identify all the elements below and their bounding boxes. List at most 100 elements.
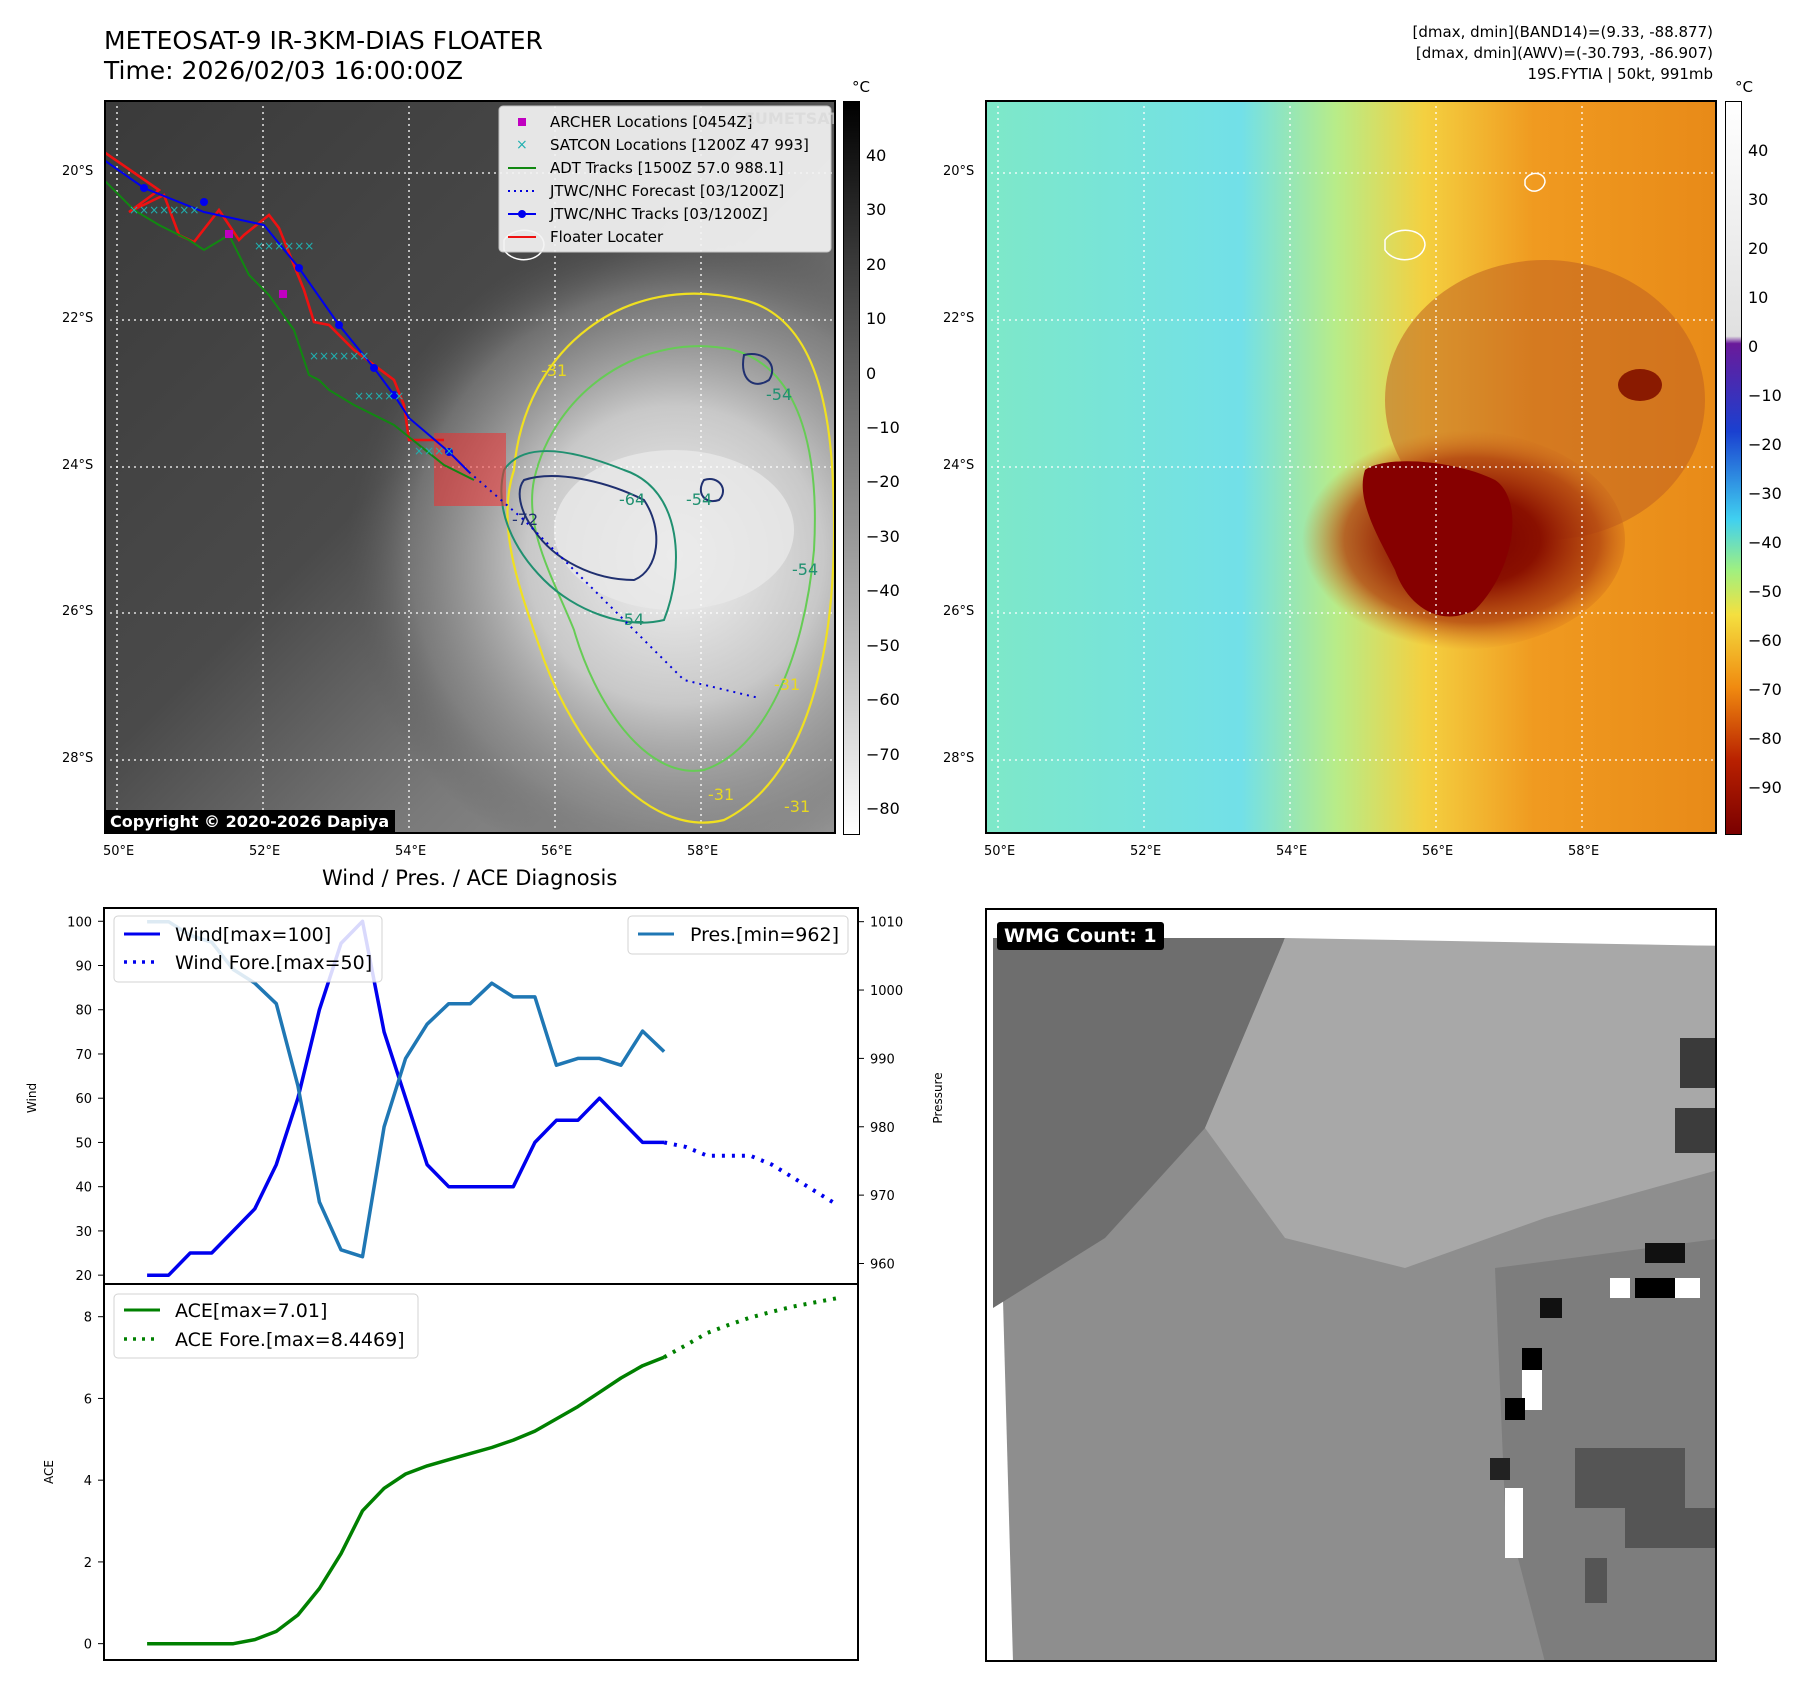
ir-cb-tick: −70 [866,745,900,764]
y-tick-label: 50 [75,1136,92,1151]
y-tick-label: 20 [75,1269,92,1284]
wv-cb-tick: −90 [1748,778,1782,797]
y-tick-label: 30 [75,1225,92,1240]
contour-label: -54 [766,385,792,404]
legend-ace: ACE[max=7.01] [175,1300,327,1322]
y-tick-label: 90 [75,960,92,975]
wv-colorbar [1725,101,1742,835]
info-block: [dmax, dmin](BAND14)=(9.33, -88.877) [dm… [1413,22,1713,85]
info-line-band14: [dmax, dmin](BAND14)=(9.33, -88.877) [1412,23,1713,41]
lon-label: 58°E [687,844,719,859]
info-line-awv: [dmax, dmin](AWV)=(-30.793, -86.907) [1415,44,1713,62]
y-tick-label: 4 [84,1474,92,1489]
wv-cb-tick: 0 [1748,337,1759,356]
contour-label: -31 [774,675,800,694]
ir-cb-tick: 20 [866,255,887,274]
y-tick-label: 60 [75,1092,92,1107]
ir-map-panel: -31 -54 -64 -72 -54 -54 -31 -31 -31 -54 … [104,100,836,834]
contour-64 [518,475,658,582]
wv-cb-tick: −60 [1748,631,1782,650]
lon-label: 52°E [1130,844,1162,859]
wmg-count-badge: WMG Count: 1 [997,922,1164,950]
ir-cb-tick: 0 [866,364,877,383]
wmg-bright-region [1205,938,1717,1268]
lat-label: 26°S [62,604,94,619]
wv-colorbar-unit: °C [1735,78,1753,96]
jtwc-track-points [140,184,453,456]
ir-cb-tick: −30 [866,527,900,546]
lon-label: 54°E [395,844,427,859]
pressure-axis: 960 970 980 990 1000 1010 [858,916,903,1272]
ace-legend: ACE[max=7.01] ACE Fore.[max=8.4469] [113,1293,419,1359]
title-line-2: Time: 2026/02/03 16:00:00Z [104,56,463,85]
lat-label: 28°S [62,751,94,766]
y-tick-label: 960 [870,1257,895,1272]
wind-legend: Wind[max=100] Wind Fore.[max=50] [113,915,383,983]
y-tick-label: 0 [84,1638,92,1653]
ir-graticule [104,100,836,834]
wv-cb-tick: −10 [1748,386,1782,405]
wv-cb-tick: −30 [1748,484,1782,503]
contour-40 [531,345,816,772]
wmg-pixel-blocks [1093,938,1717,1603]
legend-wind-fore: Wind Fore.[max=50] [175,952,372,974]
lat-label: 20°S [62,164,94,179]
wv-deep-convection [1362,461,1513,617]
satcon-points: ××××××××××××× ××××××××××××××× [129,203,454,458]
lat-label: 22°S [62,311,94,326]
ir-cb-tick: 40 [866,146,887,165]
info-line-storm: 19S.FYTIA | 50kt, 991mb [1527,65,1713,83]
wv-map-panel [985,100,1717,834]
wv-island-mauritius [1524,172,1546,192]
adt-track [104,179,475,481]
ir-cb-tick: −20 [866,472,900,491]
wv-cb-tick: 40 [1748,141,1769,160]
map-legend: ARCHER Locations [0454Z] × SATCON Locati… [498,105,832,253]
y-tick-label: 1010 [870,916,903,931]
legend-jtwc: JTWC/NHC Tracks [03/1200Z] [549,205,768,223]
wv-cold-cell [1618,369,1662,401]
y-tick-label: 980 [870,1121,895,1136]
wmg-panel [985,908,1717,1662]
y-tick-label: 80 [75,1004,92,1019]
lon-label: 50°E [103,844,135,859]
wv-cb-tick: 20 [1748,239,1769,258]
contour-labels: -31 -54 -64 -72 -54 -54 -31 -31 -31 -54 [512,361,818,816]
contour-label: -31 [708,785,734,804]
legend-floater: Floater Locater [550,228,664,246]
wv-graticule [985,100,1717,834]
lon-label: 54°E [1276,844,1308,859]
eumetsat-watermark: EUMETSAT 2026 [744,109,836,128]
series-line-2-1 [663,1296,837,1359]
legend-forecast: JTWC/NHC Forecast [03/1200Z] [549,182,784,200]
svg-text:××××××: ×××××× [254,239,314,253]
ir-cb-tick: 30 [866,200,887,219]
contour-label: -54 [792,560,818,579]
series-line-2-0 [147,1355,665,1646]
legend-adt: ADT Tracks [1500Z 57.0 988.1] [550,159,784,177]
legend-archer-marker [518,118,526,126]
wv-cb-tick: −80 [1748,729,1782,748]
ir-cb-tick: 10 [866,309,887,328]
wv-cb-tick: −40 [1748,533,1782,552]
wv-cb-tick: −20 [1748,435,1782,454]
y-tick-label: 8 [84,1311,92,1326]
wv-cb-tick: 30 [1748,190,1769,209]
lat-label: 22°S [943,311,975,326]
wv-cb-tick: 10 [1748,288,1769,307]
series-line-0-0 [147,919,665,1277]
y-tick-label: 990 [870,1052,895,1067]
wind-axis: 20 30 40 50 60 70 80 90 100 [67,915,104,1284]
svg-text:××××××: ×××××× [309,349,369,363]
contour-label: -31 [784,797,810,816]
contour-label: -64 [619,490,645,509]
ace-frame [103,1283,859,1661]
legend-satcon: SATCON Locations [1200Z 47 993] [550,136,809,154]
lat-label: 26°S [943,604,975,619]
pressure-axis-label: Pressure [931,1072,945,1123]
floater-box [434,433,506,506]
wv-cb-tick: −70 [1748,680,1782,699]
y-tick-label: 6 [84,1392,92,1407]
series-line-0-1 [663,1140,838,1207]
